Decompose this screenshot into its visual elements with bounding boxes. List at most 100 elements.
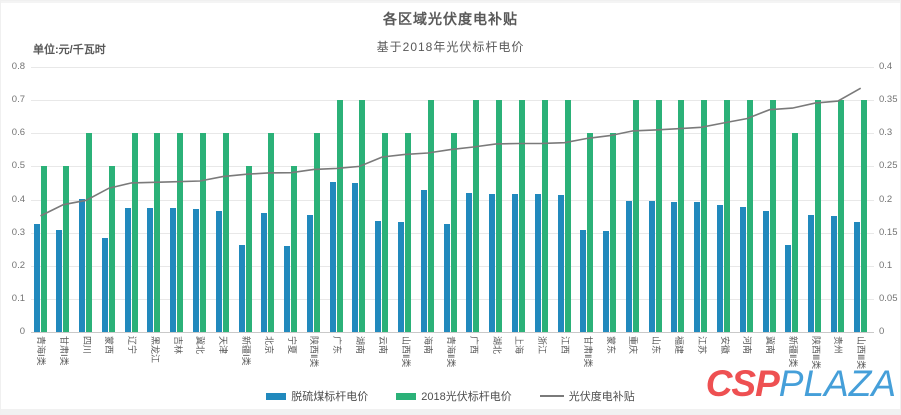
right-axis-tick: 0.2 [879,193,893,205]
bar-coal-price [284,246,291,332]
x-axis-label: 重庆 [628,336,639,355]
x-axis-label: 新疆Ⅰ类 [241,336,252,366]
bar-coal-price [580,230,587,332]
x-axis-label: 安徽 [719,336,730,355]
left-axis-tick: 0.4 [11,193,25,205]
right-axis-tick: 0.3 [879,127,893,139]
x-axis-label: 广东 [332,336,343,355]
bar-pv-price [359,100,366,332]
bar-pv-price [632,100,639,332]
bar-coal-price [739,206,746,332]
bar-pv-price [313,133,320,332]
bar-pv-price [382,133,389,332]
bar-pv-price [860,100,867,332]
legend-item-subsidy: 光伏度电补贴 [539,388,635,404]
bar-pv-price [724,100,730,332]
x-axis-label: 上海 [514,336,525,355]
left-axis-tick: 0.3 [11,226,25,238]
x-axis-label: 湖南 [354,336,365,355]
bar-coal-price [762,211,769,332]
bar-coal-price [443,224,450,332]
bar-pv-price [837,100,844,332]
bar-pv-price [655,100,662,332]
bar-coal-price [170,208,177,332]
x-axis-label: 江苏 [696,336,707,355]
legend-label-subsidy: 光伏度电补贴 [568,391,635,403]
x-axis-label: 福建 [673,336,684,355]
bar-pv-price [177,133,184,332]
x-axis-label: 宁夏 [286,336,297,355]
bar-pv-price [678,100,685,332]
right-axis-tick: 0.25 [879,160,898,172]
bar-pv-price [564,100,571,332]
left-axis-tick: 0.6 [11,127,25,139]
bar-pv-price [701,100,708,332]
x-axis-label: 河南 [742,336,753,355]
bar-pv-price [245,166,252,332]
bar-pv-price [746,100,753,332]
x-axis-label: 青海Ⅱ类 [446,336,457,368]
x-axis-label: 山东 [651,336,662,355]
bar-pv-price [405,133,412,332]
bar-coal-price [534,194,541,332]
bar-pv-price [610,133,617,332]
bar-coal-price [398,222,405,332]
bar-coal-price [56,230,63,332]
x-axis-label: 四川 [81,336,92,355]
x-axis-label: 北京 [263,336,274,355]
page-bottom-edge [1,409,900,414]
x-axis-label: 山西Ⅱ类 [400,336,411,368]
bar-coal-price [603,231,610,332]
bar-coal-price [830,215,837,332]
bar-pv-price [815,100,822,332]
bar-coal-price [420,189,427,332]
right-axis-tick: 0.35 [879,94,898,106]
bar-coal-price [79,199,86,332]
x-axis-label: 蒙西 [104,336,115,355]
x-axis-label: 辽宁 [127,336,138,355]
bar-coal-price [147,208,154,332]
left-axis-tick: 0.2 [11,259,25,271]
x-axis-label: 甘肃Ⅰ类 [58,336,69,366]
bar-pv-price [108,166,115,332]
bar-coal-price [329,181,336,332]
left-axis-tick: 0.5 [11,160,25,172]
bar-pv-price [63,166,70,332]
bar-coal-price [101,238,108,332]
legend-swatch-pv-icon [396,392,417,400]
x-axis-label: 黑龙江 [149,336,160,364]
bar-coal-price [671,201,678,332]
bar-pv-price [450,133,457,332]
bar-pv-price [518,100,525,332]
bar-coal-price [466,192,473,332]
right-axis-tick: 0 [879,326,885,337]
bar-pv-price [86,133,93,332]
bar-pv-price [769,100,776,332]
legend-item-coal: 脱硫煤标杆电价 [266,388,368,404]
bar-pv-price [222,133,229,332]
x-axis-label: 广西 [468,336,479,355]
subsidy-line [40,87,862,217]
bar-pv-price [154,133,161,332]
gridline [31,332,874,333]
x-axis-label: 浙江 [537,336,548,355]
left-axis-tick: 0 [19,326,25,337]
right-axis-tick: 0.1 [879,259,893,271]
bar-pv-price [496,100,503,332]
bar-coal-price [261,212,268,332]
bar-pv-price [427,100,434,332]
x-axis-label: 贵州 [833,336,844,355]
bar-pv-price [131,133,138,332]
bar-coal-price [717,204,723,332]
legend-label-coal: 脱硫煤标杆电价 [291,391,369,403]
bar-pv-price [473,100,480,332]
bar-coal-price [306,214,313,332]
bar-coal-price [124,207,131,332]
x-axis-label: 云南 [377,336,388,355]
left-axis-tick: 0.1 [11,292,25,304]
x-axis-label: 湖北 [491,336,502,355]
right-axis-tick: 0.15 [879,226,898,238]
x-axis-label: 新疆Ⅱ类 [787,336,798,368]
x-axis-label: 天津 [218,336,229,355]
